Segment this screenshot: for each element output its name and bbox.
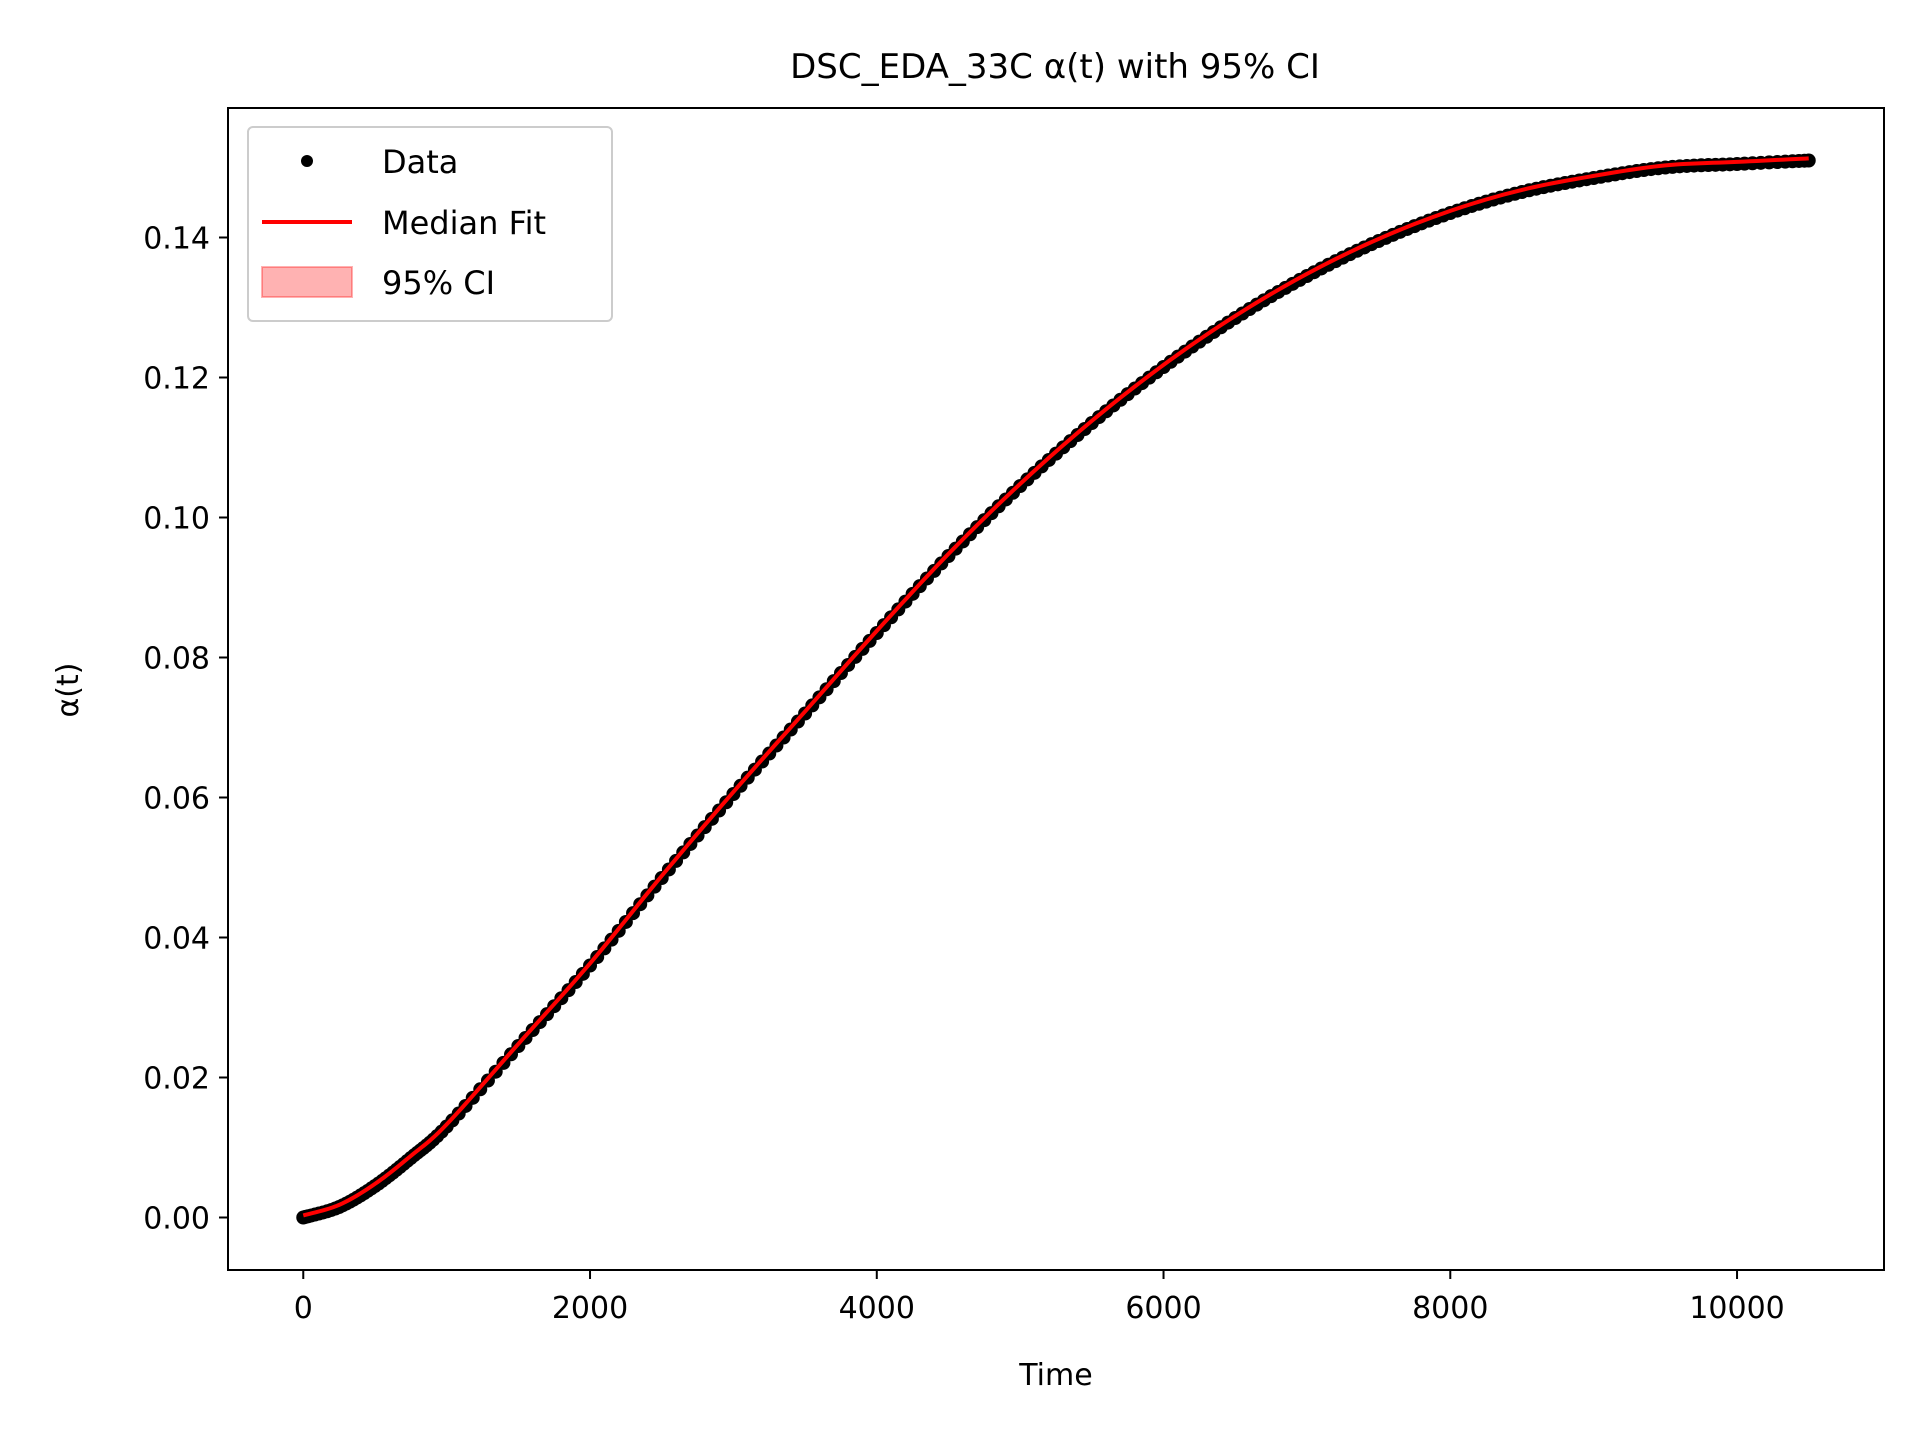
x-axis-ticks: 0 2000 4000 6000 8000 10000 [294,1270,1785,1326]
median-fit-layer [302,156,1809,1218]
y-tick-label: 0.04 [143,922,210,957]
x-tick-label: 10000 [1689,1291,1784,1326]
y-axis-label: α(t) [51,663,86,718]
x-tick-label: 0 [294,1291,313,1326]
y-tick-label: 0.02 [143,1062,210,1097]
y-tick-label: 0.00 [143,1202,210,1237]
x-tick-label: 4000 [839,1291,915,1326]
y-tick-label: 0.14 [143,222,210,257]
chart-title: DSC_EDA_33C α(t) with 95% CI [790,47,1320,87]
y-tick-label: 0.12 [143,362,210,397]
legend-box [247,126,613,322]
legend-data-marker [301,155,313,167]
x-axis-label: Time [1018,1358,1092,1393]
y-axis-ticks: 0.00 0.02 0.04 0.06 0.08 0.10 0.12 0.14 [143,222,228,1237]
y-tick-label: 0.06 [143,782,210,817]
x-tick-label: 2000 [552,1291,628,1326]
y-tick-label: 0.10 [143,502,210,537]
legend-ci-label: 95% CI [382,264,495,302]
x-tick-label: 6000 [1125,1291,1201,1326]
legend: Data Median Fit 95% CI [247,126,613,322]
axes-frame [227,107,1885,1271]
median-fit-line [302,156,1809,1218]
legend-data-label: Data [382,143,458,181]
y-tick-label: 0.08 [143,642,210,677]
legend-fit-label: Median Fit [382,204,546,242]
x-tick-label: 8000 [1412,1291,1488,1326]
legend-ci-patch [261,266,353,298]
